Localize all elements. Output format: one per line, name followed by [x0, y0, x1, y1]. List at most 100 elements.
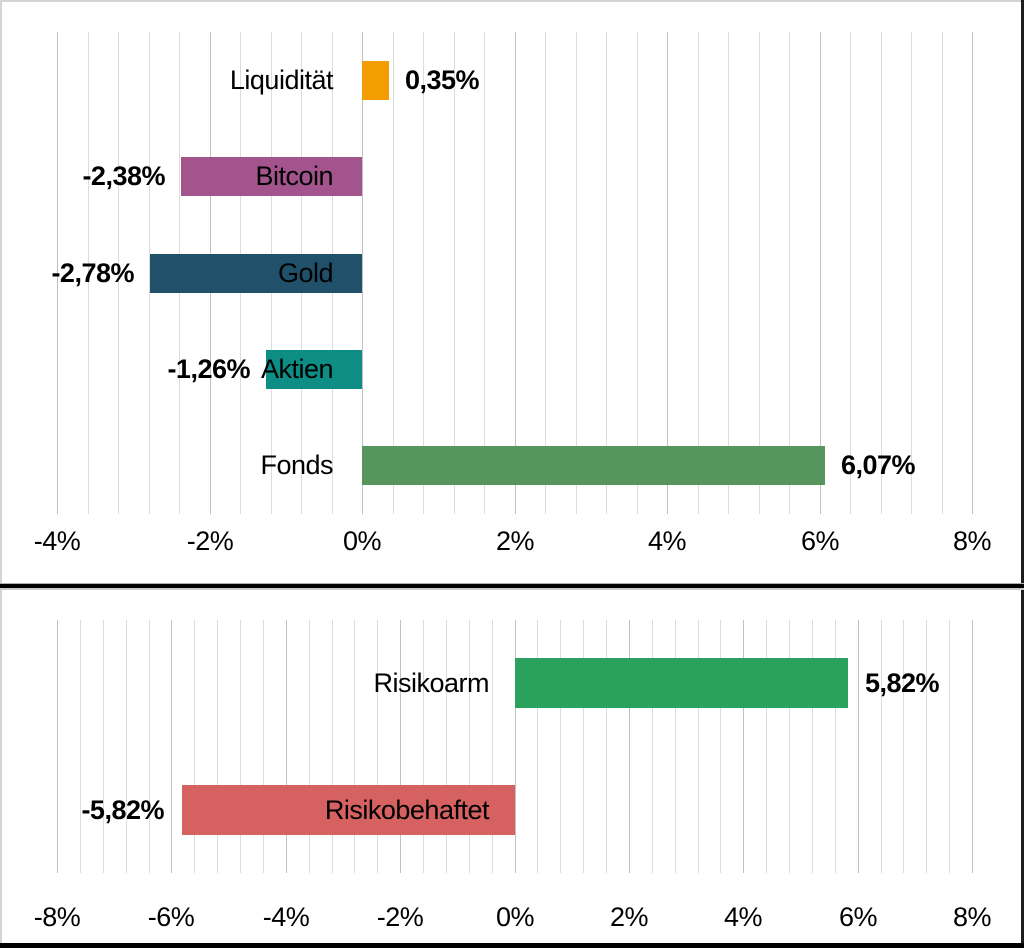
- bar-risikoarm: [515, 658, 848, 708]
- minor-gridline: [468, 620, 470, 873]
- figure-bottom-border: [0, 943, 1024, 948]
- value-label-bitcoin: -2,38%: [82, 161, 165, 191]
- risk-groups-chart-panel: Risikoarm 5,82% Risikobehaftet -5,82% -8% -6%…: [0, 590, 1024, 943]
- minor-gridline: [262, 620, 264, 873]
- minor-gridline: [765, 620, 767, 873]
- minor-gridline: [719, 620, 721, 873]
- x-tick-label-minus2: -2%: [376, 902, 424, 932]
- minor-gridline: [559, 620, 561, 873]
- category-label-risikobehaftet: Risikobehaftet: [324, 795, 490, 825]
- major-gridline: [971, 620, 973, 873]
- minor-gridline: [536, 620, 538, 873]
- minor-gridline: [125, 620, 127, 873]
- x-tick-label-minus8: -8%: [33, 902, 81, 932]
- minor-gridline: [697, 32, 699, 514]
- minor-gridline: [605, 620, 607, 873]
- category-label-aktien: Aktien: [260, 354, 334, 384]
- minor-gridline: [453, 32, 455, 514]
- x-tick-label-minus6: -6%: [147, 902, 195, 932]
- x-tick-label-minus2: -2%: [186, 526, 234, 556]
- minor-gridline: [117, 32, 119, 514]
- major-gridline: [56, 32, 58, 514]
- minor-gridline: [651, 620, 653, 873]
- minor-gridline: [331, 620, 333, 873]
- minor-gridline: [605, 32, 607, 514]
- minor-gridline: [575, 32, 577, 514]
- minor-gridline: [910, 32, 912, 514]
- major-gridline: [971, 32, 973, 514]
- minor-gridline: [544, 32, 546, 514]
- minor-gridline: [422, 32, 424, 514]
- minor-gridline: [880, 620, 882, 873]
- minor-gridline: [87, 32, 89, 514]
- x-tick-label-8: 8%: [952, 902, 992, 932]
- figure-right-border: [1021, 0, 1024, 948]
- value-label-liquiditaet: 0,35%: [405, 65, 480, 95]
- x-tick-label-4: 4%: [647, 526, 687, 556]
- x-tick-label-4: 4%: [723, 902, 763, 932]
- minor-gridline: [353, 620, 355, 873]
- minor-gridline: [491, 620, 493, 873]
- bar-bitcoin: [181, 157, 362, 196]
- category-label-risikoarm: Risikoarm: [373, 668, 489, 698]
- minor-gridline: [925, 620, 927, 873]
- minor-gridline: [948, 620, 950, 873]
- value-label-fonds: 6,07%: [841, 450, 916, 480]
- minor-gridline: [79, 620, 81, 873]
- minor-gridline: [376, 620, 378, 873]
- bar-liquiditaet: [362, 61, 389, 100]
- minor-gridline: [902, 620, 904, 873]
- value-label-gold: -2,78%: [51, 258, 134, 288]
- minor-gridline: [308, 620, 310, 873]
- minor-gridline: [834, 620, 836, 873]
- value-label-risikobehaftet: -5,82%: [81, 795, 164, 825]
- bar-aktien: [266, 350, 362, 389]
- minor-gridline: [636, 32, 638, 514]
- value-label-aktien: -1,26%: [167, 354, 250, 384]
- minor-gridline: [941, 32, 943, 514]
- major-gridline: [399, 620, 401, 873]
- minor-gridline: [582, 620, 584, 873]
- value-label-risikoarm: 5,82%: [865, 668, 940, 698]
- minor-gridline: [811, 620, 813, 873]
- x-tick-label-6: 6%: [800, 526, 840, 556]
- minor-gridline: [239, 620, 241, 873]
- minor-gridline: [193, 620, 195, 873]
- x-tick-label-0: 0%: [495, 902, 535, 932]
- x-tick-label-2: 2%: [495, 526, 535, 556]
- major-gridline: [514, 620, 516, 873]
- major-gridline: [361, 32, 363, 514]
- minor-gridline: [392, 32, 394, 514]
- minor-gridline: [422, 620, 424, 873]
- category-label-fonds: Fonds: [260, 450, 333, 480]
- category-label-gold: Gold: [277, 258, 334, 288]
- major-gridline: [170, 620, 172, 873]
- category-label-liquiditaet: Liquidität: [229, 65, 334, 95]
- major-gridline: [56, 620, 58, 873]
- minor-gridline: [788, 32, 790, 514]
- minor-gridline: [849, 32, 851, 514]
- minor-gridline: [148, 32, 150, 514]
- figure-left-border: [0, 0, 2, 948]
- x-tick-label-minus4: -4%: [33, 526, 81, 556]
- bar-gold: [150, 254, 362, 293]
- x-tick-label-8: 8%: [952, 526, 992, 556]
- minor-gridline: [697, 620, 699, 873]
- figure-top-border: [0, 0, 1024, 2]
- major-gridline: [628, 620, 630, 873]
- minor-gridline: [758, 32, 760, 514]
- minor-gridline: [674, 620, 676, 873]
- major-gridline: [857, 620, 859, 873]
- panel-divider: [0, 583, 1024, 590]
- bar-fonds: [362, 446, 825, 485]
- minor-gridline: [216, 620, 218, 873]
- bar-risikobehaftet: [182, 785, 515, 835]
- asset-returns-chart-panel: Liquidität 0,35% Bitcoin -2,38% Gold -2,78% Ak…: [33, 32, 992, 556]
- major-gridline: [514, 32, 516, 514]
- minor-gridline: [445, 620, 447, 873]
- x-tick-label-0: 0%: [342, 526, 382, 556]
- x-tick-label-6: 6%: [838, 902, 878, 932]
- major-gridline: [285, 620, 287, 873]
- major-gridline: [742, 620, 744, 873]
